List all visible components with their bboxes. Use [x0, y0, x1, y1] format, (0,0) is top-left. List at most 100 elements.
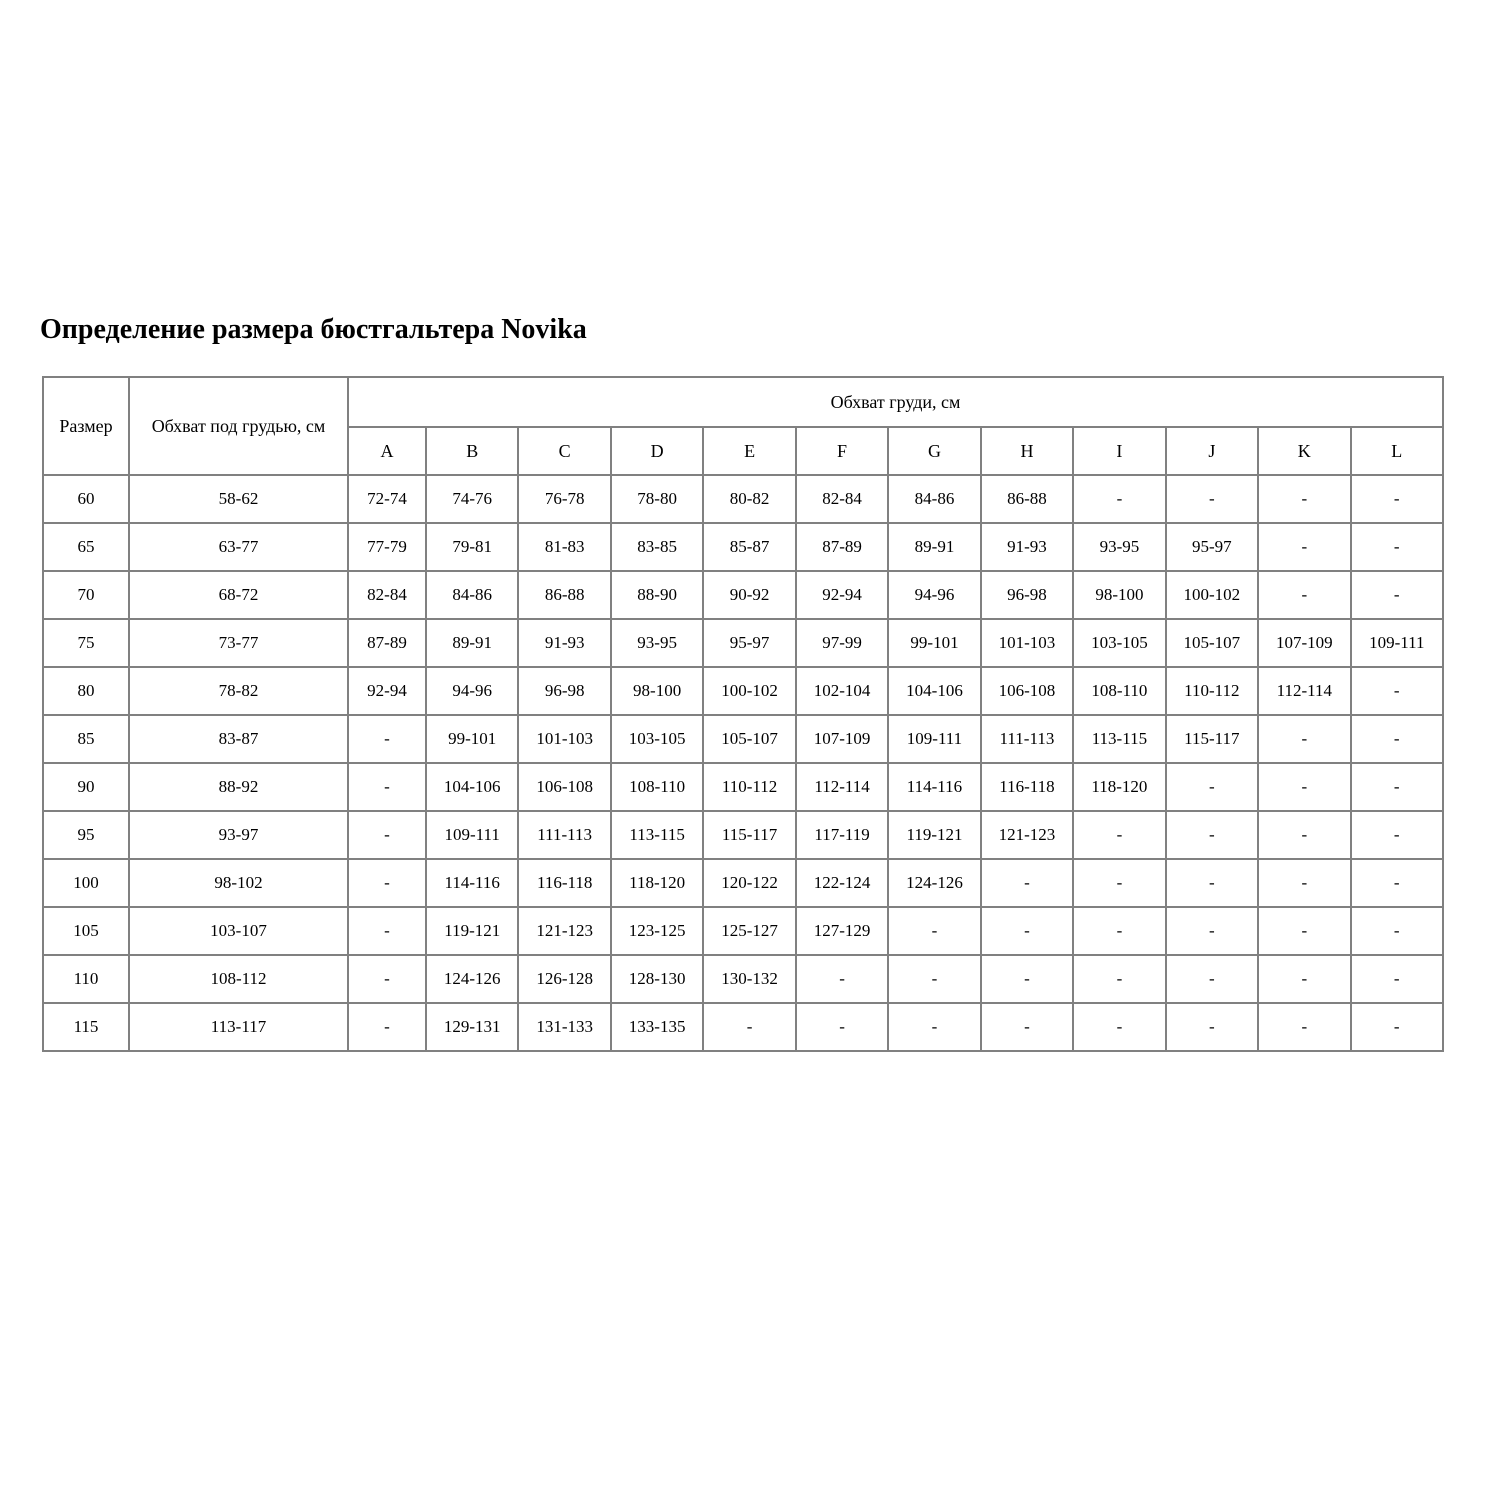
bust-range-cell: 92-94: [347, 666, 427, 716]
bust-range-cell: 114-116: [887, 762, 982, 812]
bust-range-cell: -: [979, 954, 1075, 1004]
underbust-cell: 93-97: [128, 810, 349, 860]
bust-range-cell: 125-127: [702, 906, 797, 956]
bust-range-cell: 116-118: [517, 858, 612, 908]
bust-range-cell: 98-100: [1072, 570, 1167, 620]
bust-range-cell: 95-97: [1164, 522, 1260, 572]
bust-range-cell: 87-89: [347, 618, 427, 668]
bust-range-cell: 98-100: [609, 666, 705, 716]
bust-range-cell: 91-93: [517, 618, 612, 668]
bust-range-cell: 122-124: [794, 858, 890, 908]
bust-range-cell: -: [347, 858, 427, 908]
bust-range-cell: 129-131: [424, 1002, 520, 1052]
table-row-size-80: 80 78-82 92-94 94-96 96-98 98-100 100-102 102-1…: [42, 666, 1445, 716]
bust-range-cell: 119-121: [424, 906, 520, 956]
bust-range-cell: 87-89: [794, 522, 890, 572]
bust-range-cell: 124-126: [887, 858, 982, 908]
bust-range-cell: -: [1164, 1002, 1260, 1052]
bust-range-cell: 123-125: [609, 906, 705, 956]
cup-letter-e: E: [702, 426, 797, 476]
bust-range-cell: 93-95: [1072, 522, 1167, 572]
table-row-size-85: 85 83-87-99-101 101-103 103-105 105-107 107-1…: [42, 714, 1445, 764]
bust-range-cell: 131-133: [517, 1002, 612, 1052]
cup-letter-i: I: [1072, 426, 1167, 476]
size-cell: 60: [42, 474, 130, 524]
bust-range-cell: -: [1349, 474, 1445, 524]
bust-range-cell: 110-112: [1164, 666, 1260, 716]
underbust-cell: 78-82: [128, 666, 349, 716]
bust-range-cell: 119-121: [887, 810, 982, 860]
bust-range-cell: -: [1349, 666, 1445, 716]
bust-range-cell: 93-95: [609, 618, 705, 668]
bust-range-cell: -: [1164, 858, 1260, 908]
size-cell: 65: [42, 522, 130, 572]
bust-range-cell: 115-117: [1164, 714, 1260, 764]
bust-range-cell: 100-102: [1164, 570, 1260, 620]
cup-letter-f: F: [794, 426, 890, 476]
bust-range-cell: -: [1257, 474, 1352, 524]
table-row-size-95: 95 93-97-109-111 111-113 113-115 115-117 117-…: [42, 810, 1445, 860]
bust-range-cell: -: [1164, 762, 1260, 812]
cup-letter-b: B: [424, 426, 520, 476]
bust-range-cell: 113-115: [609, 810, 705, 860]
bust-range-cell: -: [1257, 858, 1352, 908]
bust-range-cell: 112-114: [794, 762, 890, 812]
underbust-cell: 88-92: [128, 762, 349, 812]
bust-range-cell: -: [1164, 474, 1260, 524]
header-underbust: Обхват под грудью, см: [128, 376, 349, 476]
bust-range-cell: -: [347, 954, 427, 1004]
bust-range-cell: -: [1072, 1002, 1167, 1052]
bust-range-cell: -: [1257, 762, 1352, 812]
bust-range-cell: 118-120: [609, 858, 705, 908]
bust-range-cell: 124-126: [424, 954, 520, 1004]
table-row-size-105: 105 103-107-119-121 121-123 123-125 125-127 1…: [42, 906, 1445, 956]
bust-range-cell: 101-103: [517, 714, 612, 764]
bust-range-cell: 111-113: [517, 810, 612, 860]
bust-range-cell: -: [979, 858, 1075, 908]
bust-range-cell: 103-105: [609, 714, 705, 764]
cup-letter-j: J: [1164, 426, 1260, 476]
bust-range-cell: -: [1349, 1002, 1445, 1052]
bust-range-cell: 82-84: [794, 474, 890, 524]
bust-range-cell: -: [1257, 954, 1352, 1004]
bust-range-cell: 113-115: [1072, 714, 1167, 764]
size-cell: 80: [42, 666, 130, 716]
bust-range-cell: -: [1257, 810, 1352, 860]
bust-range-cell: 97-99: [794, 618, 890, 668]
underbust-cell: 58-62: [128, 474, 349, 524]
bust-range-cell: -: [794, 954, 890, 1004]
bust-range-cell: 105-107: [1164, 618, 1260, 668]
bust-range-cell: 82-84: [347, 570, 427, 620]
underbust-cell: 83-87: [128, 714, 349, 764]
bust-range-cell: 101-103: [979, 618, 1075, 668]
bust-range-cell: 102-104: [794, 666, 890, 716]
bust-range-cell: 112-114: [1257, 666, 1352, 716]
bust-range-cell: 116-118: [979, 762, 1075, 812]
bust-range-cell: -: [1349, 570, 1445, 620]
bust-range-cell: 74-76: [424, 474, 520, 524]
bust-range-cell: 105-107: [702, 714, 797, 764]
bust-range-cell: 127-129: [794, 906, 890, 956]
cup-letter-c: C: [517, 426, 612, 476]
cup-letter-g: G: [887, 426, 982, 476]
size-cell: 105: [42, 906, 130, 956]
bust-range-cell: -: [1072, 474, 1167, 524]
size-chart-table: Размер Обхват под грудью, см Обхват груд…: [42, 376, 1445, 1052]
bust-range-cell: 99-101: [424, 714, 520, 764]
table-header-row-1: Размер Обхват под грудью, см Обхват груд…: [42, 376, 1444, 476]
bust-range-cell: 108-110: [1072, 666, 1167, 716]
bust-range-cell: 106-108: [517, 762, 612, 812]
bust-range-cell: 96-98: [517, 666, 612, 716]
table-row-size-70: 70 68-72 82-84 84-86 86-88 88-90 90-92 92-94 94-…: [42, 570, 1445, 620]
bust-range-cell: 130-132: [702, 954, 797, 1004]
page-title: Определение размера бюстгальтера Novika: [40, 314, 587, 345]
cup-letter-k: K: [1257, 426, 1352, 476]
bust-range-cell: 89-91: [424, 618, 520, 668]
bust-range-cell: 107-109: [794, 714, 890, 764]
bust-range-cell: -: [1349, 858, 1445, 908]
bust-range-cell: 90-92: [702, 570, 797, 620]
underbust-cell: 113-117: [128, 1002, 349, 1052]
bust-range-cell: 86-88: [979, 474, 1075, 524]
table-row-size-65: 65 63-77 77-79 79-81 81-83 83-85 85-87 87-89 89-…: [42, 522, 1445, 572]
